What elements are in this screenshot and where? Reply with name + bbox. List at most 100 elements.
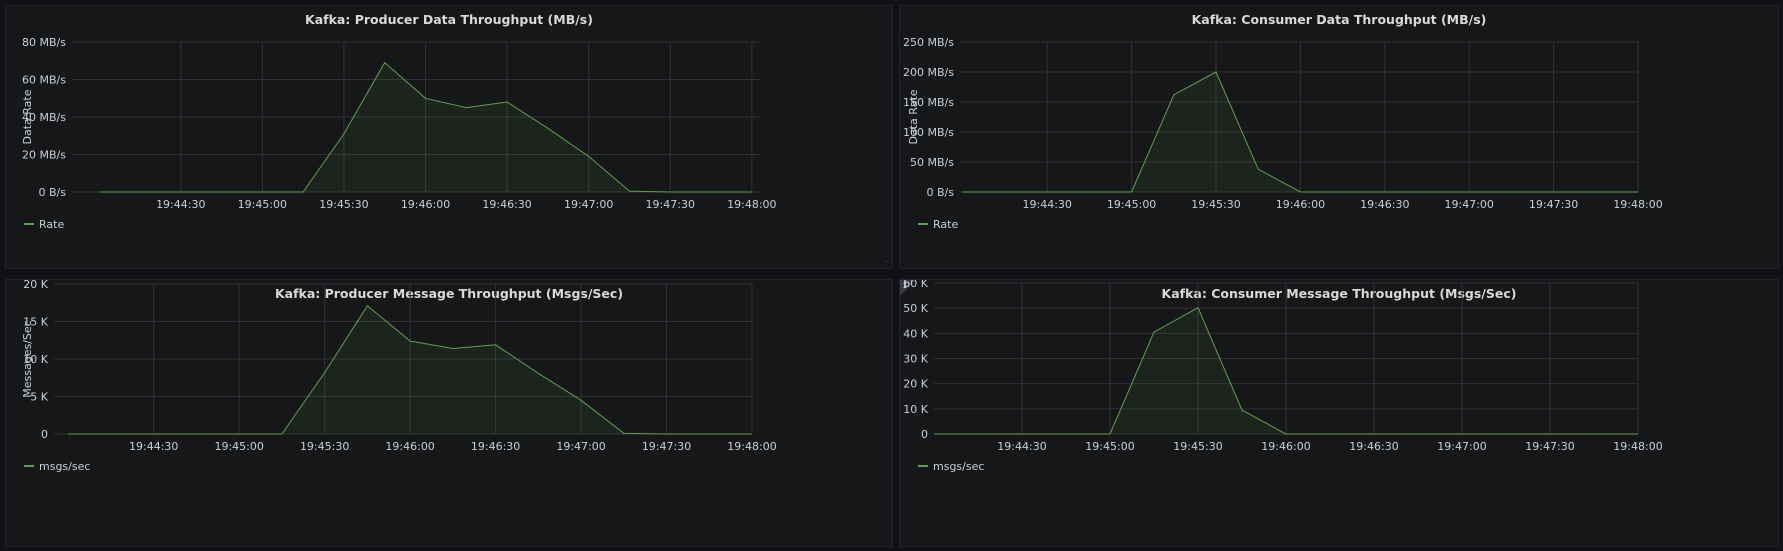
data-point[interactable] — [751, 433, 754, 436]
data-point[interactable] — [1417, 433, 1420, 436]
x-tick-label: 19:45:00 — [1085, 440, 1134, 453]
data-point[interactable] — [1285, 433, 1288, 436]
data-point[interactable] — [1505, 433, 1508, 436]
data-point[interactable] — [1109, 433, 1112, 436]
y-tick-label: 50 K — [903, 302, 928, 315]
data-point[interactable] — [710, 191, 713, 194]
data-point[interactable] — [537, 372, 540, 375]
y-tick-label: 0 — [41, 428, 48, 441]
legend-label[interactable]: msgs/sec — [39, 460, 90, 473]
x-tick-label: 19:48:00 — [1613, 198, 1662, 211]
data-point[interactable] — [1197, 306, 1200, 309]
x-tick-label: 19:47:00 — [564, 198, 613, 211]
series-line[interactable] — [68, 305, 752, 435]
data-point[interactable] — [383, 61, 386, 64]
y-tick-label: 100 MB/s — [903, 126, 954, 139]
data-point[interactable] — [67, 433, 70, 436]
x-tick-label: 19:46:00 — [385, 440, 434, 453]
panel-title[interactable]: Kafka: Consumer Data Throughput (MB/s) — [1191, 12, 1487, 27]
data-point[interactable] — [750, 191, 753, 194]
series-line[interactable] — [99, 61, 752, 193]
data-point[interactable] — [1637, 191, 1640, 194]
data-point[interactable] — [622, 432, 625, 435]
x-tick-label: 19:46:30 — [482, 198, 531, 211]
legend-label[interactable]: Rate — [39, 218, 64, 231]
y-tick-label: 0 B/s — [927, 186, 955, 199]
x-tick-label: 19:47:00 — [1437, 440, 1486, 453]
data-point[interactable] — [409, 340, 412, 343]
data-point[interactable] — [98, 191, 101, 194]
data-point[interactable] — [1510, 191, 1513, 194]
y-tick-label: 60 MB/s — [22, 74, 66, 87]
data-point[interactable] — [1373, 433, 1376, 436]
data-point[interactable] — [465, 106, 468, 109]
data-point[interactable] — [494, 343, 497, 346]
x-tick-label: 19:45:00 — [238, 198, 287, 211]
panel-title[interactable]: Kafka: Producer Message Throughput (Msgs… — [274, 286, 624, 301]
data-point[interactable] — [1593, 433, 1596, 436]
data-point[interactable] — [1468, 191, 1471, 194]
data-point[interactable] — [1021, 433, 1024, 436]
data-point[interactable] — [506, 101, 509, 104]
data-point[interactable] — [933, 433, 936, 436]
data-point[interactable] — [1130, 191, 1133, 194]
series-line[interactable] — [934, 306, 1638, 435]
data-point[interactable] — [1329, 433, 1332, 436]
y-tick-label: 50 MB/s — [910, 156, 954, 169]
data-point[interactable] — [342, 132, 345, 135]
data-point[interactable] — [138, 191, 141, 194]
legend-label[interactable]: Rate — [933, 218, 958, 231]
x-tick-label: 19:46:00 — [1261, 440, 1310, 453]
data-point[interactable] — [1241, 409, 1244, 412]
data-point[interactable] — [424, 97, 427, 100]
x-tick-label: 19:45:30 — [1191, 198, 1240, 211]
panel-info-corner[interactable] — [900, 280, 916, 296]
data-point[interactable] — [179, 191, 182, 194]
data-point[interactable] — [1088, 191, 1091, 194]
resize-handle-icon[interactable]: . — [885, 255, 888, 265]
data-point[interactable] — [977, 433, 980, 436]
data-point[interactable] — [1552, 191, 1555, 194]
data-point[interactable] — [1299, 191, 1302, 194]
data-point[interactable] — [109, 433, 112, 436]
data-point[interactable] — [323, 371, 326, 374]
data-point[interactable] — [1215, 71, 1218, 74]
legend-label[interactable]: msgs/sec — [933, 460, 984, 473]
data-point[interactable] — [238, 433, 241, 436]
data-point[interactable] — [580, 399, 583, 402]
data-point[interactable] — [665, 433, 668, 436]
data-point[interactable] — [1046, 191, 1049, 194]
data-point[interactable] — [961, 191, 964, 194]
data-point[interactable] — [669, 191, 672, 194]
data-point[interactable] — [1172, 93, 1175, 96]
data-point[interactable] — [152, 433, 155, 436]
panel-title[interactable]: Kafka: Consumer Message Throughput (Msgs… — [1161, 286, 1517, 301]
panel-title[interactable]: Kafka: Producer Data Throughput (MB/s) — [305, 12, 593, 27]
data-point[interactable] — [1341, 191, 1344, 194]
data-point[interactable] — [1461, 433, 1464, 436]
data-point[interactable] — [708, 433, 711, 436]
data-point[interactable] — [1153, 331, 1156, 334]
data-point[interactable] — [587, 155, 590, 158]
data-point[interactable] — [302, 191, 305, 194]
x-tick-label: 19:46:30 — [471, 440, 520, 453]
y-axis-label: Data Rate — [21, 89, 34, 144]
data-point[interactable] — [366, 304, 369, 307]
data-point[interactable] — [1426, 191, 1429, 194]
data-point[interactable] — [1383, 191, 1386, 194]
data-point[interactable] — [261, 191, 264, 194]
info-icon[interactable]: ℹ — [903, 280, 907, 291]
data-point[interactable] — [220, 191, 223, 194]
data-point[interactable] — [1637, 433, 1640, 436]
data-point[interactable] — [1004, 191, 1007, 194]
data-point[interactable] — [1594, 191, 1597, 194]
data-point[interactable] — [451, 347, 454, 350]
data-point[interactable] — [280, 433, 283, 436]
data-point[interactable] — [628, 190, 631, 193]
data-point[interactable] — [546, 127, 549, 130]
series-line[interactable] — [962, 71, 1638, 193]
data-point[interactable] — [1065, 433, 1068, 436]
data-point[interactable] — [1549, 433, 1552, 436]
data-point[interactable] — [195, 433, 198, 436]
data-point[interactable] — [1257, 168, 1260, 171]
